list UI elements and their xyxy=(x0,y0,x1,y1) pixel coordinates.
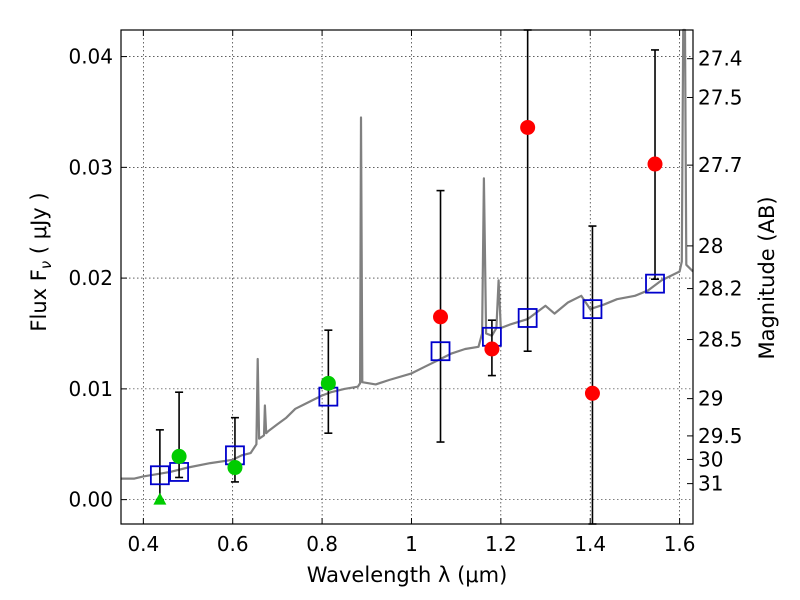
model-square-marker xyxy=(430,341,451,362)
y-tick-label: 0.03 xyxy=(68,155,113,179)
mag-tick-label: 30 xyxy=(698,447,723,471)
y-tick-label: 0.01 xyxy=(68,377,113,401)
data-markers xyxy=(149,119,665,505)
y-tick-label: 0.04 xyxy=(68,45,113,69)
mag-tick-label: 31 xyxy=(698,472,723,496)
flux-circle-marker xyxy=(584,385,600,401)
x-tick-label: 1 xyxy=(405,532,418,556)
y-tick-label: 0.00 xyxy=(68,488,113,512)
mag-tick-label: 29 xyxy=(698,387,723,411)
y-axis-label-unit: ( μJy ) xyxy=(27,192,51,260)
mag-tick-label: 29.5 xyxy=(698,424,743,448)
flux-circle-marker xyxy=(320,375,336,391)
mag-tick-label: 27.5 xyxy=(698,85,743,109)
spectrum-line xyxy=(121,28,694,480)
y-axis-label: Flux Fν ( μJy ) xyxy=(27,192,55,331)
flux-circle-marker xyxy=(227,460,243,476)
model-square-marker xyxy=(582,299,603,320)
y-axis-label-sub: ν xyxy=(37,261,55,269)
upper-limit-triangle-marker xyxy=(153,492,167,505)
flux-circle-marker xyxy=(647,156,663,172)
model-square-marker xyxy=(517,308,538,328)
y-tick-label: 0.02 xyxy=(68,266,113,290)
model-spectrum xyxy=(121,28,694,480)
mag-tick-label: 27.4 xyxy=(698,47,743,71)
x-tick-label: 1.4 xyxy=(574,532,606,556)
flux-circle-marker xyxy=(433,309,449,325)
mag-tick-label: 27.7 xyxy=(698,153,743,177)
y-axis-label-main: Flux F xyxy=(27,269,51,331)
y2-axis-label: Magnitude (AB) xyxy=(755,196,779,359)
mag-tick-label: 28 xyxy=(698,234,723,258)
x-tick-label: 0.6 xyxy=(217,532,249,556)
axes: 0.4 0.6 0.8 1 1.2 1.4 1.6 0.00 0.01 0.02 0.03 0.04 2… xyxy=(68,30,743,556)
model-square-marker xyxy=(645,273,665,294)
plot-frame xyxy=(120,29,694,525)
flux-circle-marker xyxy=(520,119,536,135)
x-axis-label: Wavelength λ (μm) xyxy=(307,563,508,587)
flux-circle-marker xyxy=(171,448,187,464)
flux-circle-marker xyxy=(484,341,500,357)
x-tick-label: 0.8 xyxy=(306,532,338,556)
x-tick-label: 1.2 xyxy=(485,532,517,556)
model-square-marker xyxy=(149,465,170,486)
mag-tick-label: 28.5 xyxy=(698,328,743,352)
x-tick-label: 0.4 xyxy=(127,532,159,556)
plot-background xyxy=(121,30,693,524)
x-tick-label: 1.6 xyxy=(664,532,696,556)
mag-tick-label: 28.2 xyxy=(698,277,743,301)
